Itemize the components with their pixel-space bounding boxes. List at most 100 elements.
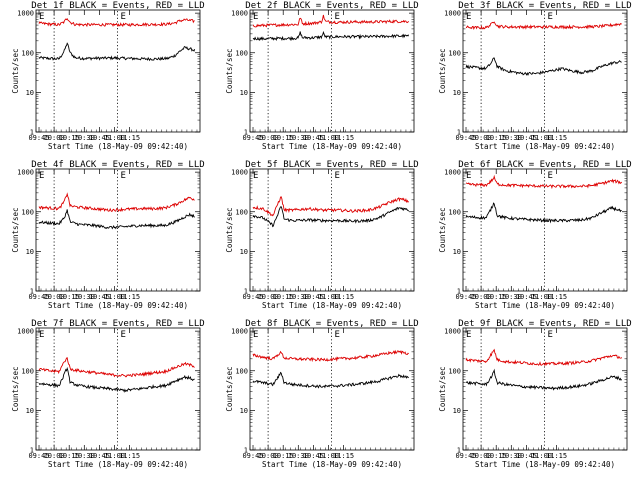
y-tick-label: 1000 <box>231 10 248 18</box>
panel-det-8: Det 8f BLACK = Events, RED = LLD 1 10 100 10… <box>225 319 419 469</box>
x-tick-label: 11:15 <box>333 452 354 460</box>
panel-title: Det 4f BLACK = Events, RED = LLD <box>31 160 204 170</box>
x-tick-label: 10:45 <box>516 452 537 460</box>
y-tick-label: 10 <box>26 248 34 256</box>
x-tick-label: 11:00 <box>104 134 125 142</box>
x-tick-label: 10:30 <box>288 452 309 460</box>
event-marker-label: E <box>334 12 339 22</box>
panel-title: Det 2f BLACK = Events, RED = LLD <box>245 1 418 11</box>
y-tick-label: 1 <box>244 447 248 455</box>
panel-det-5: Det 5f BLACK = Events, RED = LLD 1 10 100 10… <box>225 160 419 310</box>
x-axis-label: Start Time (18-May-09 09:42:40) <box>262 301 402 310</box>
y-axis-label: Counts/sec <box>11 207 20 252</box>
panel-det-7: Det 7f BLACK = Events, RED = LLD 1 10 100 10… <box>11 319 205 469</box>
y-tick-label: 10 <box>26 89 34 97</box>
x-tick-label: 10:15 <box>59 293 80 301</box>
y-axis-label: Counts/sec <box>11 48 20 93</box>
series-line-events <box>38 42 196 62</box>
series-line-lld <box>38 18 195 28</box>
y-axis-label: Counts/sec <box>225 366 234 411</box>
y-tick-label: 10 <box>453 248 461 256</box>
x-tick-label: 10:00 <box>258 293 279 301</box>
x-tick-label: 11:00 <box>531 134 552 142</box>
x-tick-label: 10:00 <box>44 293 65 301</box>
y-axis-label: Counts/sec <box>438 207 447 252</box>
y-tick-label: 1000 <box>231 328 248 336</box>
x-tick-label: 10:30 <box>74 293 95 301</box>
series-line-events <box>465 368 623 391</box>
y-tick-label: 1 <box>30 288 34 296</box>
x-axis-label: Start Time (18-May-09 09:42:40) <box>475 142 615 151</box>
y-tick-label: 100 <box>21 49 34 57</box>
x-tick-label: 11:00 <box>318 134 339 142</box>
x-axis-label: Start Time (18-May-09 09:42:40) <box>475 301 615 310</box>
x-tick-label: 11:00 <box>104 452 125 460</box>
plot-frame <box>462 168 628 292</box>
x-tick-label: 10:30 <box>74 452 95 460</box>
y-tick-label: 10 <box>26 407 34 415</box>
x-axis-label: Start Time (18-May-09 09:42:40) <box>475 460 615 469</box>
y-tick-label: 1000 <box>17 328 34 336</box>
x-tick-label: 10:30 <box>501 134 522 142</box>
y-tick-label: 100 <box>235 367 248 375</box>
x-tick-label: 10:30 <box>288 293 309 301</box>
x-axis-label: Start Time (18-May-09 09:42:40) <box>48 301 188 310</box>
plot-frame <box>249 168 415 292</box>
x-tick-label: 11:15 <box>546 134 567 142</box>
x-tick-label: 11:00 <box>104 293 125 301</box>
series-line-lld <box>38 357 195 378</box>
series-line-events <box>252 30 410 41</box>
x-axis-label: Start Time (18-May-09 09:42:40) <box>262 142 402 151</box>
panel-title: Det 3f BLACK = Events, RED = LLD <box>458 1 631 11</box>
y-tick-label: 100 <box>448 208 461 216</box>
y-tick-label: 100 <box>235 208 248 216</box>
y-tick-label: 1000 <box>231 169 248 177</box>
x-tick-label: 09:45 <box>455 134 476 142</box>
x-tick-label: 10:45 <box>516 134 537 142</box>
y-tick-label: 1000 <box>17 169 34 177</box>
panel-det-2: Det 2f BLACK = Events, RED = LLD 1 10 100 10… <box>225 1 419 151</box>
series-line-lld <box>252 14 410 28</box>
y-tick-label: 100 <box>448 367 461 375</box>
y-tick-label: 1 <box>457 447 461 455</box>
series-line-events <box>38 366 195 393</box>
y-tick-label: 1 <box>457 288 461 296</box>
x-axis-label: Start Time (18-May-09 09:42:40) <box>262 460 402 469</box>
x-tick-label: 09:45 <box>28 134 49 142</box>
event-marker-label: E <box>334 171 339 181</box>
series-line-events <box>38 209 195 230</box>
x-tick-label: 11:00 <box>531 452 552 460</box>
x-tick-label: 10:00 <box>258 134 279 142</box>
series-line-events <box>465 202 622 224</box>
x-tick-label: 10:45 <box>303 293 324 301</box>
series-line-lld <box>252 196 410 217</box>
x-tick-label: 10:00 <box>44 452 65 460</box>
event-marker-label: E <box>466 171 471 181</box>
series-line-lld <box>38 192 195 213</box>
x-tick-label: 10:15 <box>486 134 507 142</box>
y-tick-label: 100 <box>448 49 461 57</box>
x-tick-label: 09:45 <box>242 134 263 142</box>
series-line-events <box>465 57 622 77</box>
x-tick-label: 09:45 <box>242 293 263 301</box>
x-tick-label: 10:45 <box>303 452 324 460</box>
event-marker-label: E <box>39 330 44 340</box>
event-marker-label: E <box>253 171 258 181</box>
series-line-lld <box>465 348 623 367</box>
x-tick-label: 10:15 <box>273 134 294 142</box>
x-tick-label: 10:15 <box>486 293 507 301</box>
panel-det-1: Det 1f BLACK = Events, RED = LLD 1 10 100 10… <box>11 1 205 151</box>
panel-title: Det 1f BLACK = Events, RED = LLD <box>31 1 204 11</box>
y-tick-label: 10 <box>240 248 248 256</box>
y-tick-label: 100 <box>21 367 34 375</box>
x-tick-label: 10:30 <box>501 293 522 301</box>
y-tick-label: 100 <box>21 208 34 216</box>
event-marker-label: E <box>39 171 44 181</box>
y-tick-label: 1000 <box>444 328 461 336</box>
series-line-lld <box>465 174 623 190</box>
y-tick-label: 10 <box>453 407 461 415</box>
panel-det-9: Det 9f BLACK = Events, RED = LLD 1 10 100 10… <box>438 319 632 469</box>
series-line-lld <box>465 21 622 31</box>
panel-title: Det 6f BLACK = Events, RED = LLD <box>458 160 631 170</box>
panel-det-4: Det 4f BLACK = Events, RED = LLD 1 10 100 10… <box>11 160 205 310</box>
